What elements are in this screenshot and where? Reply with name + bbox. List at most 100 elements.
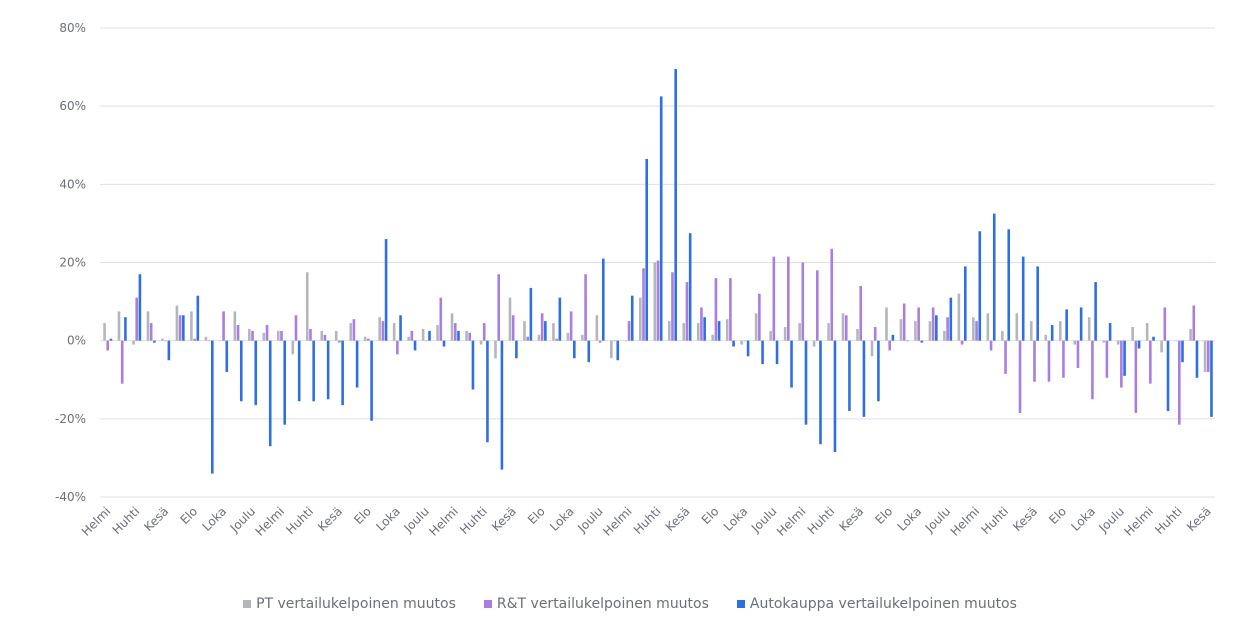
bar-pt (783, 326, 787, 341)
bar-autokauppa (442, 340, 446, 347)
bar-autokauppa (1181, 340, 1184, 363)
x-tick-label: Helmi (253, 504, 287, 538)
bar-autokauppa (211, 340, 214, 474)
bar-pt (914, 321, 917, 341)
bar-rt (149, 323, 153, 341)
bar-autokauppa (1123, 340, 1126, 376)
bar-pt (1189, 328, 1192, 341)
bar-rt (960, 340, 964, 345)
bar-rt (236, 325, 240, 341)
bar-pt (479, 340, 483, 345)
legend-label-autokauppa: Autokauppa vertailukelpoinen muutos (749, 596, 1017, 612)
bar-rt (497, 274, 501, 341)
bar-pt (407, 336, 410, 341)
bar-autokauppa (804, 340, 808, 425)
x-tick-label: Huhti (1152, 504, 1185, 537)
bar-rt (888, 340, 891, 351)
bar-pt (624, 340, 628, 342)
bar-rt (844, 315, 848, 341)
legend-item-rt: R&T vertailukelpoinen muutos (483, 596, 709, 612)
x-tick-label: Kesä (663, 504, 693, 534)
bar-rt (758, 293, 761, 341)
bar-rt (917, 307, 920, 341)
bar-autokauppa (688, 233, 692, 341)
x-tick-label: Kesä (1184, 504, 1214, 534)
bar-pt (856, 328, 859, 341)
bar-rt (642, 268, 645, 341)
y-tick-label: 40% (59, 177, 86, 191)
bar-autokauppa (109, 338, 113, 341)
bar-pt (696, 323, 700, 341)
bar-rt (280, 330, 283, 341)
bar-autokauppa (1021, 256, 1025, 341)
bar-autokauppa (674, 69, 677, 341)
x-tick-label: Huhti (978, 504, 1011, 537)
bar-rt (729, 278, 732, 341)
bar-autokauppa (1065, 309, 1068, 341)
bar-pt (552, 323, 555, 341)
bar-rt (772, 256, 776, 341)
bar-rt (1076, 340, 1080, 369)
bar-rt (1062, 340, 1065, 378)
bar-autokauppa (428, 330, 431, 341)
bar-pt (320, 330, 324, 341)
bar-pt (841, 313, 845, 341)
bar-pt (610, 340, 613, 359)
bar-autokauppa (790, 340, 793, 388)
bar-pt (219, 340, 222, 342)
x-tick-label: Elo (525, 504, 548, 527)
x-tick-label: Helmi (774, 504, 808, 538)
bar-rt (439, 297, 443, 341)
legend-item-autokauppa: Autokauppa vertailukelpoinen muutos (736, 596, 1017, 612)
bar-pt (392, 323, 396, 341)
bar-pt (725, 319, 729, 341)
bar-pt (204, 336, 208, 341)
bar-pt (595, 315, 599, 341)
x-tick-label: Huhti (457, 504, 490, 537)
bar-rt (294, 315, 298, 341)
bar-pt (653, 262, 657, 341)
legend-swatch-autokauppa (736, 600, 745, 608)
bar-autokauppa (891, 334, 895, 341)
bar-pt (523, 321, 526, 341)
bar-autokauppa (167, 340, 171, 361)
x-tick-label: Huhti (283, 504, 316, 537)
legend: PT vertailukelpoinen muutos R&T vertailu… (0, 596, 1260, 612)
bar-pt (1102, 340, 1105, 343)
bar-pt (1058, 321, 1062, 341)
y-tick-label: -20% (55, 412, 86, 426)
x-tick-label: Huhti (110, 504, 143, 537)
bar-rt (1091, 340, 1094, 400)
bar-pt (175, 305, 179, 341)
bar-rt (1105, 340, 1109, 378)
bar-rt (1004, 340, 1007, 374)
bar-rt (178, 315, 182, 341)
bar-autokauppa (949, 297, 953, 341)
bar-pt (754, 313, 758, 341)
bar-autokauppa (877, 340, 880, 402)
x-tick-label: Helmi (600, 504, 634, 538)
bar-pt (711, 334, 715, 341)
bar-autokauppa (341, 340, 344, 406)
bar-rt (309, 328, 312, 341)
bar-autokauppa (833, 340, 837, 453)
bar-pt (798, 323, 801, 341)
bar-pt (639, 297, 642, 341)
x-tick-label: Loka (895, 504, 925, 534)
bar-autokauppa (326, 340, 330, 400)
y-tick-label: 0% (67, 334, 86, 348)
x-tick-label: Loka (547, 504, 577, 534)
bar-rt (743, 340, 747, 342)
bar-rt (1120, 340, 1123, 388)
bar-rt (902, 303, 906, 341)
bar-pt (421, 328, 425, 341)
bar-pt (262, 332, 266, 341)
bar-pt (1145, 323, 1149, 341)
x-tick-label: Kesä (1010, 504, 1040, 534)
x-tick-label: Elo (1046, 504, 1069, 527)
bar-pt (827, 323, 830, 341)
bar-autokauppa (1094, 282, 1097, 341)
